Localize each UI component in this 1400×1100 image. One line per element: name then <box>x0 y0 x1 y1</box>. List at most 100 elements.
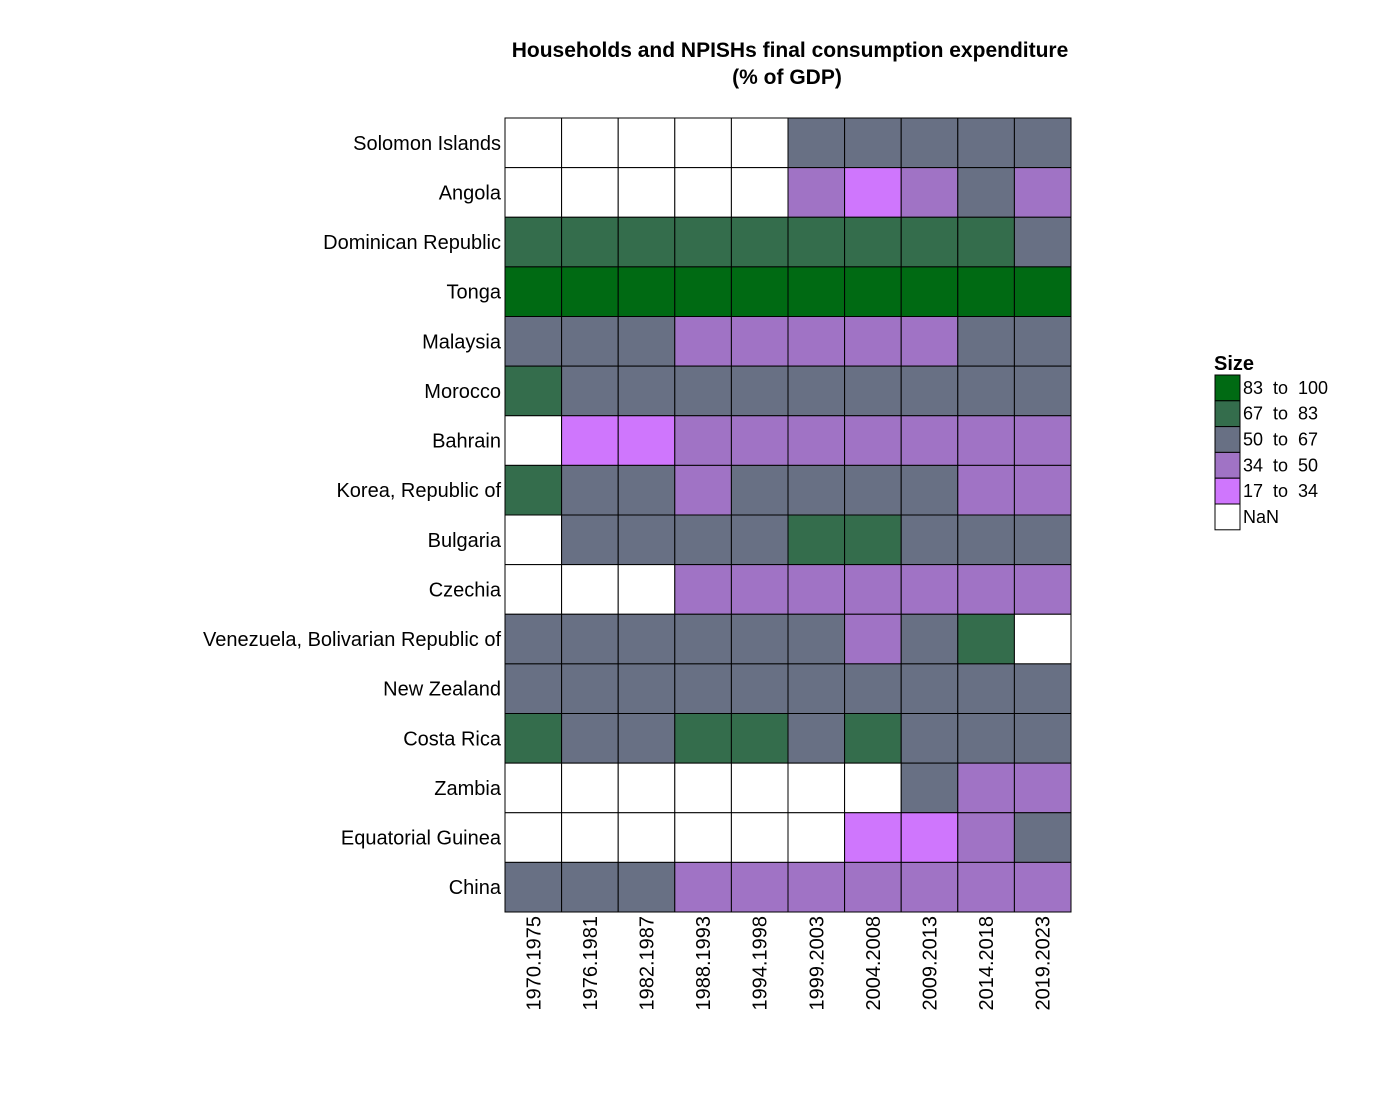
heatmap-cell <box>1013 713 1072 764</box>
heatmap-cell <box>787 861 846 913</box>
heatmap-cell <box>617 713 676 764</box>
column-label: 2009.2013 <box>920 916 942 1011</box>
heatmap-cell <box>787 762 846 814</box>
heatmap-cell <box>1013 365 1072 417</box>
heatmap-cell <box>844 316 902 367</box>
heatmap-cell <box>844 861 902 913</box>
heatmap-cell <box>617 613 676 665</box>
heatmap-cell <box>1013 167 1072 218</box>
heatmap-cell <box>674 713 732 764</box>
heatmap-cell <box>957 415 1015 466</box>
column-label: 1994.1998 <box>750 916 772 1011</box>
column-label: 1999.2003 <box>806 916 828 1011</box>
heatmap-cells <box>504 117 1072 913</box>
heatmap-cell <box>1013 564 1072 615</box>
heatmap-cell <box>730 861 789 913</box>
heatmap-cell <box>674 514 732 566</box>
heatmap-cell <box>730 415 789 466</box>
heatmap-cell <box>957 117 1015 169</box>
heatmap-cell <box>900 415 959 466</box>
heatmap-cell <box>504 861 563 913</box>
heatmap-cell <box>561 564 619 615</box>
heatmap-cell <box>617 316 676 367</box>
legend-label: 83 to 100 <box>1243 378 1328 398</box>
row-label: New Zealand <box>383 679 501 701</box>
legend-swatch <box>1214 400 1241 428</box>
heatmap-cell <box>504 266 563 317</box>
heatmap-cell <box>787 464 846 516</box>
column-label: 1970.1975 <box>523 916 545 1011</box>
heatmap-cell <box>561 812 619 863</box>
legend-title: Size <box>1214 353 1254 375</box>
heatmap-cell <box>900 762 959 814</box>
heatmap-cell <box>730 464 789 516</box>
heatmap-cell <box>957 713 1015 764</box>
heatmap-cell <box>844 613 902 665</box>
heatmap-cell <box>730 117 789 169</box>
legend-swatch <box>1214 477 1241 505</box>
legend-swatch <box>1214 451 1241 479</box>
legend-label: 50 to 67 <box>1243 430 1318 450</box>
legend-label: NaN <box>1243 507 1279 527</box>
heatmap-cell <box>844 762 902 814</box>
heatmap-cell <box>730 266 789 317</box>
heatmap-cell <box>561 415 619 466</box>
heatmap-cell <box>1013 464 1072 516</box>
heatmap-cell <box>1013 762 1072 814</box>
heatmap-cell <box>504 216 563 268</box>
column-label: 1976.1981 <box>580 916 602 1011</box>
heatmap-cell <box>844 663 902 714</box>
heatmap-cell <box>957 167 1015 218</box>
heatmap-cell <box>730 216 789 268</box>
heatmap-cell <box>504 365 563 417</box>
heatmap-cell <box>504 812 563 863</box>
heatmap-cell <box>617 663 676 714</box>
heatmap-cell <box>617 762 676 814</box>
heatmap-cell <box>1013 861 1072 913</box>
row-label: Angola <box>439 182 502 204</box>
heatmap-cell <box>900 812 959 863</box>
heatmap-cell <box>787 365 846 417</box>
heatmap-cell <box>674 613 732 665</box>
heatmap-cell <box>617 365 676 417</box>
heatmap-cell <box>900 167 959 218</box>
heatmap-cell <box>844 266 902 317</box>
heatmap-cell <box>617 514 676 566</box>
heatmap-cell <box>561 514 619 566</box>
heatmap-cell <box>844 564 902 615</box>
heatmap-cell <box>617 415 676 466</box>
heatmap-cell <box>844 415 902 466</box>
heatmap-cell <box>957 613 1015 665</box>
heatmap-cell <box>730 564 789 615</box>
heatmap-cell <box>504 117 563 169</box>
row-label: Morocco <box>424 381 501 403</box>
column-label: 2019.2023 <box>1033 916 1055 1011</box>
heatmap-cell <box>617 266 676 317</box>
heatmap-cell <box>787 167 846 218</box>
heatmap-cell <box>844 713 902 764</box>
heatmap-cell <box>561 713 619 764</box>
heatmap-cell <box>787 415 846 466</box>
heatmap-cell <box>900 316 959 367</box>
row-label: Dominican Republic <box>323 232 501 254</box>
column-label: 2004.2008 <box>863 916 885 1011</box>
heatmap-cell <box>900 663 959 714</box>
heatmap-cell <box>617 564 676 615</box>
legend-label: 67 to 83 <box>1243 404 1318 424</box>
heatmap-cell <box>900 564 959 615</box>
heatmap-cell <box>900 117 959 169</box>
heatmap-cell <box>844 117 902 169</box>
heatmap-cell <box>674 812 732 863</box>
chart-title-line-1: Households and NPISHs final consumption … <box>512 39 1069 62</box>
heatmap-cell <box>787 514 846 566</box>
heatmap-cell <box>730 812 789 863</box>
row-label: Equatorial Guinea <box>341 828 502 850</box>
heatmap-cell <box>844 514 902 566</box>
heatmap-cell <box>787 812 846 863</box>
heatmap-cell <box>617 812 676 863</box>
row-label: Costa Rica <box>403 728 502 750</box>
heatmap-cell <box>844 464 902 516</box>
row-label: Malaysia <box>422 331 502 353</box>
chart-title: Households and NPISHs final consumption … <box>512 39 1069 89</box>
heatmap-cell <box>900 861 959 913</box>
